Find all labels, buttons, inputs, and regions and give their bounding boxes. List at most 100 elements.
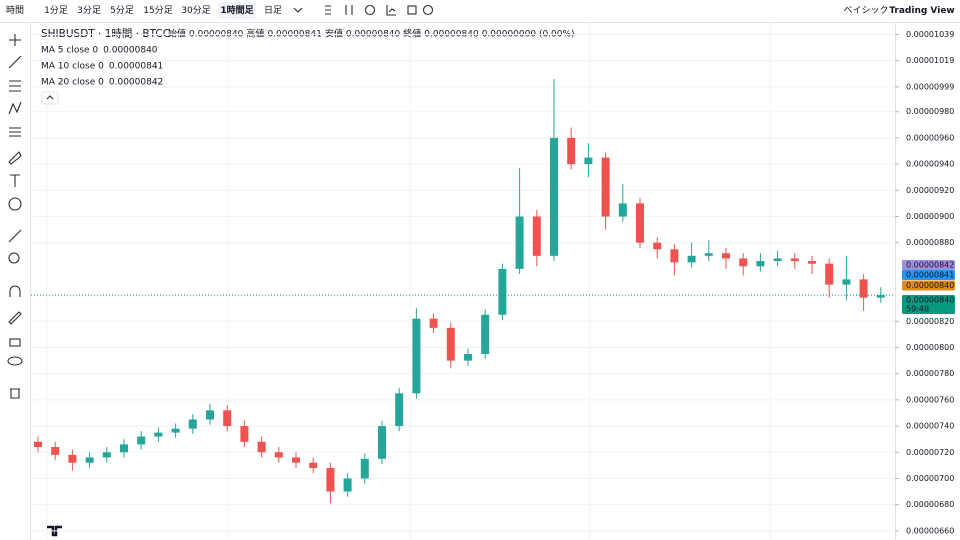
candle-body bbox=[292, 457, 300, 463]
timeframe-tab[interactable]: 日足 bbox=[264, 5, 282, 16]
chevron[interactable] bbox=[293, 7, 303, 13]
indicator-icon[interactable] bbox=[325, 5, 331, 15]
zoom-icon[interactable] bbox=[8, 252, 20, 264]
collapse-button[interactable] bbox=[41, 91, 59, 105]
chart-area bbox=[31, 33, 895, 532]
y-tick-label: 0.00000760 bbox=[906, 395, 954, 404]
candle-body bbox=[343, 478, 352, 492]
price-label-bg bbox=[902, 280, 955, 291]
candle-body bbox=[378, 426, 386, 459]
ma-value: 0.00000841 bbox=[109, 62, 163, 72]
candle-body bbox=[825, 263, 834, 285]
candle-body bbox=[722, 253, 730, 259]
vertical-grid bbox=[46, 23, 771, 540]
timeframe-tab[interactable]: 5分足 bbox=[110, 5, 134, 16]
line-icon[interactable] bbox=[8, 55, 22, 69]
price-label-bg bbox=[902, 295, 955, 314]
candle-body bbox=[171, 428, 180, 433]
price-label: 0.00000841 bbox=[906, 271, 954, 280]
y-tick-label: 0.00000820 bbox=[906, 317, 954, 326]
active-tab-bg bbox=[218, 2, 256, 19]
price-label: 0.00000840 bbox=[906, 281, 954, 290]
candle-body bbox=[532, 216, 541, 256]
eye-icon[interactable] bbox=[7, 356, 23, 366]
y-tick-label: 0.00001019 bbox=[906, 56, 954, 65]
trash-icon[interactable] bbox=[10, 388, 20, 399]
y-tick-label: 0.00000720 bbox=[906, 448, 954, 457]
y-tick-label: 0.00000700 bbox=[906, 474, 954, 483]
candle-body bbox=[412, 318, 421, 394]
candle-body bbox=[464, 354, 472, 361]
basic-tab[interactable]: ベイシック bbox=[843, 5, 888, 16]
candle-body bbox=[876, 295, 885, 298]
lock-icon[interactable] bbox=[9, 338, 21, 347]
pattern-icon[interactable] bbox=[8, 101, 22, 115]
timeframe-tab[interactable]: 15分足 bbox=[143, 5, 172, 16]
candle-body bbox=[360, 458, 369, 479]
settings-icon[interactable] bbox=[364, 4, 376, 16]
y-tick-label: 0.00000880 bbox=[906, 238, 954, 247]
ohlc-label: 終値 bbox=[403, 28, 421, 40]
tradingview-tab[interactable]: Trading View bbox=[889, 6, 954, 16]
candle-body bbox=[567, 137, 576, 165]
emoji-icon[interactable] bbox=[8, 197, 22, 211]
candle-body bbox=[326, 467, 335, 492]
y-tick-label: 0.00000680 bbox=[906, 500, 954, 509]
text-icon[interactable] bbox=[10, 174, 20, 187]
candle-body bbox=[51, 447, 60, 455]
candle-body bbox=[309, 462, 318, 468]
price-label-bg bbox=[902, 270, 955, 280]
crosshair-icon[interactable] bbox=[9, 34, 21, 46]
ohlc-label: 安値 bbox=[325, 28, 343, 40]
candle-body bbox=[739, 258, 748, 267]
y-tick-label: 0.00000660 bbox=[906, 526, 954, 535]
timeframe-tab[interactable]: 時間 bbox=[6, 5, 24, 16]
candle-body bbox=[687, 255, 696, 263]
candle-body bbox=[704, 253, 713, 256]
timeframe-tab[interactable]: 1時間足 bbox=[220, 4, 254, 16]
magnet-icon[interactable] bbox=[9, 285, 21, 297]
timeframe-tab[interactable]: 30分足 bbox=[181, 5, 210, 16]
price-label-bg bbox=[902, 260, 955, 270]
y-tick-label: 0.00000780 bbox=[906, 369, 954, 378]
candle-body bbox=[223, 410, 232, 427]
candle-body bbox=[670, 249, 679, 263]
timeframe-tab[interactable]: 1分足 bbox=[44, 5, 68, 16]
candle-body bbox=[188, 419, 197, 429]
candle-icon[interactable] bbox=[345, 5, 353, 15]
chart-icon[interactable] bbox=[386, 5, 396, 16]
pencil-icon[interactable] bbox=[8, 311, 22, 325]
ruler-icon[interactable] bbox=[8, 229, 22, 243]
candle-body bbox=[395, 393, 404, 427]
brush-icon[interactable] bbox=[8, 151, 22, 165]
projection-icon[interactable] bbox=[9, 127, 21, 137]
y-tick-label: 0.00000800 bbox=[906, 343, 954, 352]
fib-icon[interactable] bbox=[9, 80, 21, 92]
candle-body bbox=[154, 432, 163, 437]
price-label: 0.00000840 bbox=[906, 296, 954, 305]
candle-body bbox=[240, 426, 249, 442]
ma-label: MA 5 close 0 bbox=[41, 46, 98, 56]
candle-body bbox=[257, 441, 266, 453]
countdown: 59:48 bbox=[906, 305, 929, 314]
timeframe-tab[interactable]: 3分足 bbox=[77, 5, 101, 16]
y-tick-label: 0.00001039 bbox=[906, 30, 954, 39]
refresh-icon[interactable] bbox=[422, 4, 434, 16]
toolbar-icons bbox=[293, 4, 434, 16]
candle-body bbox=[653, 242, 662, 250]
ma-label: MA 20 close 0 bbox=[41, 78, 104, 88]
candle-body bbox=[842, 279, 851, 285]
layout-icon[interactable] bbox=[407, 5, 417, 15]
candle-body bbox=[102, 452, 111, 458]
price-label: 0.00000842 bbox=[906, 261, 954, 270]
candle-body bbox=[790, 258, 799, 262]
y-tick-label: 0.00000999 bbox=[906, 82, 954, 91]
y-tick-label: 0.00000980 bbox=[906, 107, 954, 116]
ohlc-label: 高値 bbox=[246, 28, 264, 40]
candle-body bbox=[498, 268, 507, 315]
candle-body bbox=[120, 444, 128, 453]
logo bbox=[47, 525, 62, 537]
candle-body bbox=[429, 318, 438, 328]
y-tick-label: 0.00000900 bbox=[906, 212, 954, 221]
ma-value: 0.00000842 bbox=[109, 78, 163, 88]
